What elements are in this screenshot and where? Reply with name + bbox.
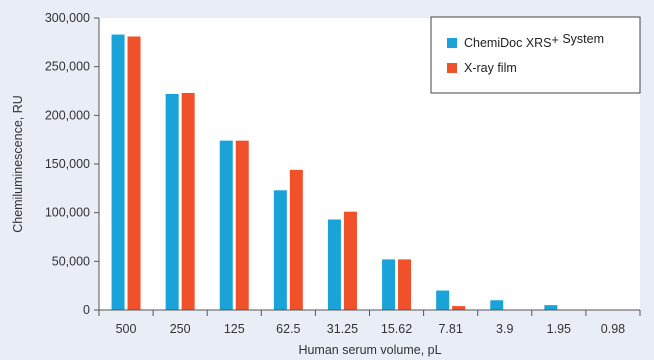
legend-label-chemidoc-sup: + [552, 33, 559, 47]
bar-xray-film-500 [127, 36, 141, 310]
bar-chemidoc-62.5 [273, 190, 287, 310]
legend-swatch-chemidoc [447, 38, 457, 48]
y-tick-label: 0 [83, 303, 90, 317]
x-tick-label: 250 [170, 322, 191, 336]
bar-xray-film-62.5 [289, 169, 303, 310]
bar-chemidoc-3.9 [490, 300, 504, 310]
y-axis-ticks: 0 50,000 100,000 150,000 200,000 250,000 300,0… [45, 11, 99, 317]
bars-layer [111, 34, 558, 311]
x-axis-ticks: 500 250 125 62.5 31.25 15.62 7.81 3.9 1.95 0.98 [98, 310, 641, 336]
y-tick-label: 100,000 [45, 206, 90, 220]
x-tick-label: 3.9 [496, 322, 513, 336]
bar-xray-film-15.62 [398, 259, 412, 310]
y-tick-label: 250,000 [45, 60, 90, 74]
x-tick-label: 1.95 [547, 322, 571, 336]
bar-chemidoc-125 [219, 140, 233, 310]
x-tick-label: 500 [116, 322, 137, 336]
bar-chemidoc-7.81 [436, 290, 450, 310]
legend: ChemiDoc XRS+ System X-ray film [430, 16, 641, 94]
bar-chemidoc-15.62 [382, 259, 396, 310]
x-tick-label: 62.5 [276, 322, 300, 336]
y-tick-label: 200,000 [45, 108, 90, 122]
y-axis-title: Chemiluminescence, RU [11, 95, 25, 233]
legend-box [430, 16, 641, 94]
x-tick-label: 125 [224, 322, 245, 336]
x-tick-label: 7.81 [438, 322, 462, 336]
x-tick-label: 31.25 [327, 322, 358, 336]
bar-chemidoc-1.95 [544, 305, 558, 310]
y-tick-label: 300,000 [45, 11, 90, 25]
bar-chemidoc-250 [165, 93, 179, 310]
bar-chemidoc-31.25 [327, 219, 341, 310]
y-tick-label: 50,000 [52, 254, 90, 268]
bar-xray-film-125 [235, 140, 249, 310]
y-tick-label: 150,000 [45, 157, 90, 171]
bar-chemidoc-500 [111, 34, 125, 311]
x-axis-title: Human serum volume, pL [298, 343, 441, 357]
bar-xray-film-250 [181, 92, 195, 311]
legend-label-xray: X-ray film [464, 61, 517, 75]
legend-label-chemidoc: ChemiDoc XRS+ System [464, 32, 604, 50]
x-tick-label: 15.62 [381, 322, 412, 336]
bar-xray-film-31.25 [343, 211, 357, 310]
legend-swatch-xray [447, 63, 457, 73]
bar-xray-film-7.81 [452, 306, 466, 310]
x-tick-label: 0.98 [601, 322, 625, 336]
